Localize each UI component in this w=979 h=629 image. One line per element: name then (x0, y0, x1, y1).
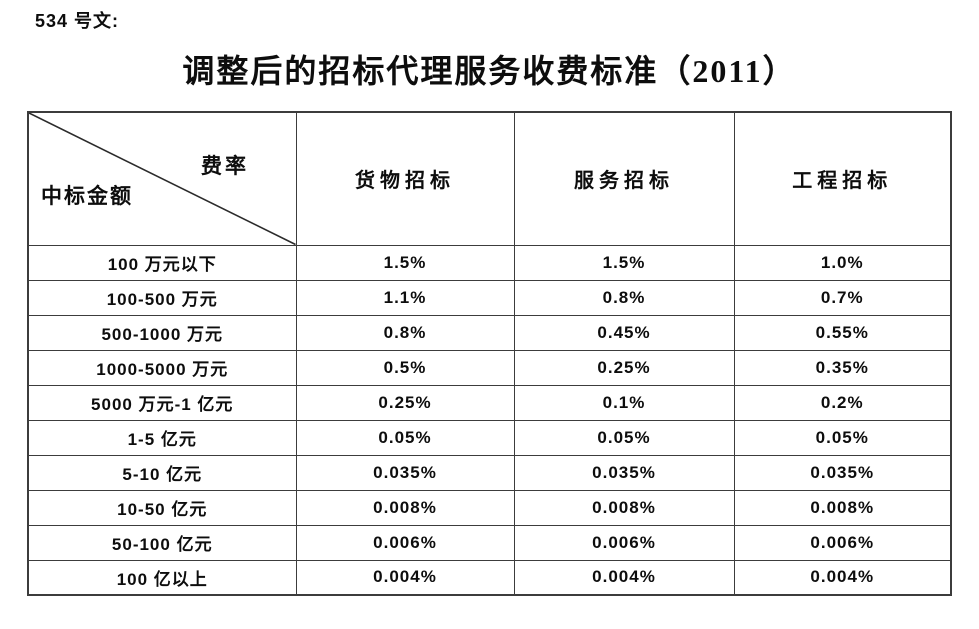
rate-cell: 0.35% (733, 349, 952, 386)
rate-cell: 0.05% (295, 419, 515, 456)
rate-cell: 0.004% (295, 559, 515, 596)
rate-cell: 0.006% (513, 524, 735, 561)
table-row: 10-50 亿元 0.008% 0.008% 0.008% (27, 489, 952, 526)
rate-cell: 0.1% (513, 384, 735, 421)
rate-cell: 0.008% (295, 489, 515, 526)
column-header-engineering: 工程招标 (733, 111, 952, 246)
rate-cell: 1.1% (295, 279, 515, 316)
row-label: 100 亿以上 (27, 559, 297, 596)
row-label: 500-1000 万元 (27, 314, 297, 351)
row-label: 10-50 亿元 (27, 489, 297, 526)
rate-cell: 0.035% (733, 454, 952, 491)
table-row: 100 万元以下 1.5% 1.5% 1.0% (27, 244, 952, 281)
row-label: 5000 万元-1 亿元 (27, 384, 297, 421)
row-label: 100-500 万元 (27, 279, 297, 316)
rate-cell: 1.5% (513, 244, 735, 281)
column-header-services: 服务招标 (513, 111, 735, 246)
diagonal-line (29, 113, 296, 245)
rate-cell: 0.25% (295, 384, 515, 421)
diagonal-header-cell: 费率 中标金额 (27, 111, 297, 246)
rate-cell: 0.004% (513, 559, 735, 596)
fee-table: 费率 中标金额 货物招标 服务招标 工程招标 100 万元以下 1.5% 1.5… (27, 111, 952, 596)
row-label: 1-5 亿元 (27, 419, 297, 456)
rate-cell: 0.8% (513, 279, 735, 316)
rate-cell: 0.55% (733, 314, 952, 351)
rate-cell: 0.2% (733, 384, 952, 421)
rate-cell: 0.006% (295, 524, 515, 561)
rate-cell: 1.5% (295, 244, 515, 281)
rate-cell: 0.25% (513, 349, 735, 386)
table-row: 500-1000 万元 0.8% 0.45% 0.55% (27, 314, 952, 351)
rate-cell: 0.004% (733, 559, 952, 596)
table-row: 100-500 万元 1.1% 0.8% 0.7% (27, 279, 952, 316)
rate-cell: 0.035% (513, 454, 735, 491)
corner-label-amount: 中标金额 (41, 185, 133, 208)
rate-cell: 0.05% (733, 419, 952, 456)
header-row: 费率 中标金额 货物招标 服务招标 工程招标 (27, 111, 952, 246)
table-row: 1000-5000 万元 0.5% 0.25% 0.35% (27, 349, 952, 386)
table-row: 5-10 亿元 0.035% 0.035% 0.035% (27, 454, 952, 491)
corner-label-rate: 费率 (201, 155, 249, 178)
doc-number: 534 号文: (35, 11, 120, 31)
row-label: 50-100 亿元 (27, 524, 297, 561)
rate-cell: 0.035% (295, 454, 515, 491)
rate-cell: 0.008% (513, 489, 735, 526)
rate-cell: 0.05% (513, 419, 735, 456)
rate-cell: 0.008% (733, 489, 952, 526)
rate-cell: 0.8% (295, 314, 515, 351)
table-row: 1-5 亿元 0.05% 0.05% 0.05% (27, 419, 952, 456)
table-row: 50-100 亿元 0.006% 0.006% 0.006% (27, 524, 952, 561)
rate-cell: 1.0% (733, 244, 952, 281)
row-label: 1000-5000 万元 (27, 349, 297, 386)
table-row: 100 亿以上 0.004% 0.004% 0.004% (27, 559, 952, 596)
row-label: 100 万元以下 (27, 244, 297, 281)
rate-cell: 0.006% (733, 524, 952, 561)
rate-cell: 0.5% (295, 349, 515, 386)
rate-cell: 0.7% (733, 279, 952, 316)
rate-cell: 0.45% (513, 314, 735, 351)
page-title: 调整后的招标代理服务收费标准（2011） (182, 53, 797, 89)
table-row: 5000 万元-1 亿元 0.25% 0.1% 0.2% (27, 384, 952, 421)
row-label: 5-10 亿元 (27, 454, 297, 491)
column-header-goods: 货物招标 (295, 111, 515, 246)
